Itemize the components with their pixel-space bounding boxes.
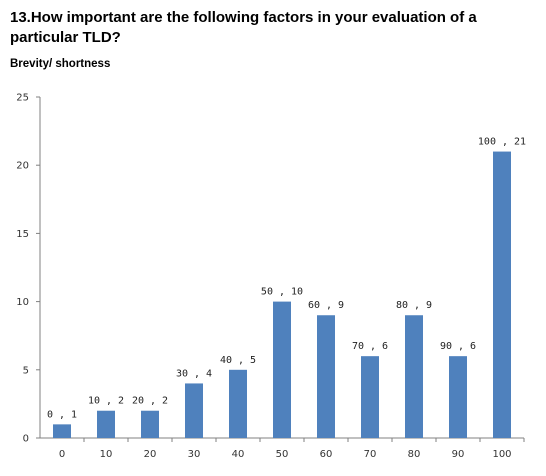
data-label-50: 50 , 10 [261,287,303,298]
data-label-0: 0 , 1 [47,409,77,420]
data-label-70: 70 , 6 [352,341,388,352]
y-tick-label: 15 [16,229,29,240]
data-label-60: 60 , 9 [308,300,344,311]
bar-60 [317,315,335,438]
question-title: 13.How important are the following facto… [10,9,477,46]
x-tick-label-80: 80 [408,449,421,460]
y-tick-label: 10 [16,297,29,308]
bar-90 [449,356,467,438]
data-label-30: 30 , 4 [176,368,212,379]
x-tick-label-0: 0 [59,449,65,460]
y-tick-label: 0 [23,434,29,445]
x-tick-label-30: 30 [188,449,201,460]
y-tick-label: 5 [23,365,29,376]
x-tick-label-100: 100 [492,449,511,460]
bar-10 [97,410,115,438]
y-tick-label: 20 [16,161,29,172]
x-tick-label-20: 20 [144,449,157,460]
x-tick-label-10: 10 [100,449,113,460]
bar-70 [361,356,379,438]
data-label-90: 90 , 6 [440,341,476,352]
data-label-80: 80 , 9 [396,300,432,311]
x-tick-label-90: 90 [452,449,465,460]
data-label-100: 100 , 21 [478,137,526,148]
bar-40 [229,369,247,438]
data-label-40: 40 , 5 [220,355,256,366]
chart-subtitle: Brevity/ shortness [10,58,111,70]
bar-20 [141,410,159,438]
bar-100 [493,151,511,438]
bar-0 [53,424,71,438]
data-label-10: 10 , 2 [88,396,124,407]
y-tick-label: 25 [16,93,29,104]
x-tick-label-50: 50 [276,449,289,460]
x-tick-label-40: 40 [232,449,245,460]
data-label-20: 20 , 2 [132,396,168,407]
x-tick-label-60: 60 [320,449,333,460]
bar-50 [273,301,291,438]
bar-80 [405,315,423,438]
x-tick-label-70: 70 [364,449,377,460]
bar-30 [185,383,203,438]
